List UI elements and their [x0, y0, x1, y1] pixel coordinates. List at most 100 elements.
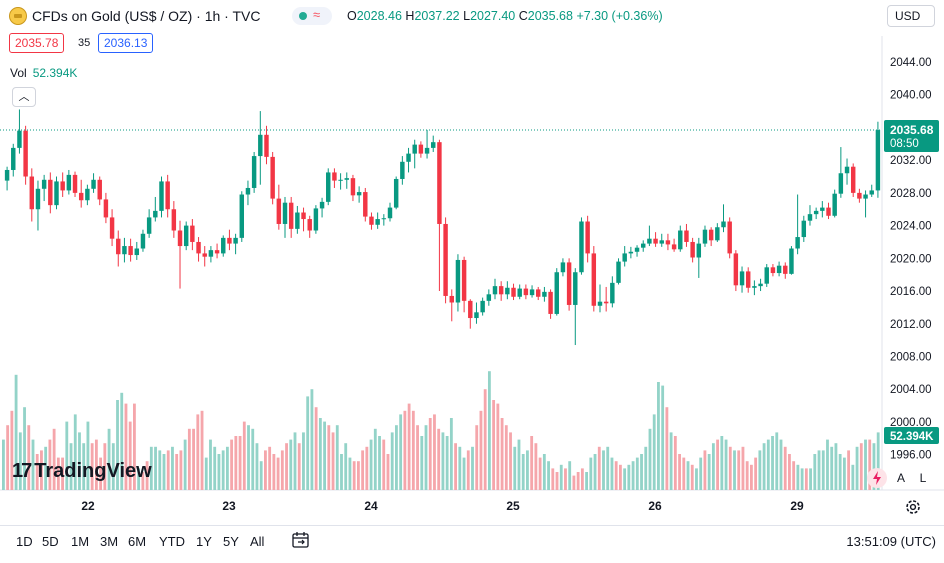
utc-clock[interactable]: 13:51:09 (UTC) — [846, 534, 936, 549]
sell-price-button[interactable]: 2035.78 — [9, 33, 65, 53]
volume-bar — [225, 446, 229, 490]
candle-body — [486, 294, 492, 301]
symbol-title[interactable]: CFDs on Gold (US$ / OZ) · 1h · TVC — [32, 8, 261, 24]
volume-bar — [538, 457, 542, 490]
volume-bar — [217, 454, 221, 490]
volume-bar — [745, 461, 749, 490]
candle-body — [616, 261, 621, 283]
volume-bar — [724, 439, 728, 490]
volume-bar — [551, 468, 555, 490]
candle-body — [78, 192, 84, 201]
price-tick-label: 1996.00 — [890, 450, 932, 462]
period-button-3m[interactable]: 3M — [100, 534, 119, 549]
volume-bar — [526, 450, 529, 490]
candle-body — [826, 207, 831, 216]
volume-bar — [183, 439, 187, 490]
volume-bar — [133, 403, 136, 490]
candle-body — [863, 194, 868, 199]
volume-bar — [99, 457, 103, 490]
candle-body — [492, 286, 498, 295]
volume-bar — [618, 464, 622, 490]
candle-body — [684, 230, 689, 242]
volume-tag-label: 52.394K — [890, 431, 934, 443]
volume-value: 52.394K — [32, 66, 78, 80]
auto-scale-button[interactable]: A — [896, 471, 905, 485]
candle-body — [622, 253, 627, 262]
period-button-1d[interactable]: 1D — [16, 534, 33, 549]
volume-bar — [711, 443, 715, 490]
volume-bar — [572, 475, 576, 490]
gear-icon[interactable] — [904, 498, 922, 516]
currency-select[interactable]: USD — [887, 5, 935, 27]
candle-body — [165, 181, 170, 210]
volume-bar — [149, 446, 153, 490]
collapse-legend-button[interactable]: ︿ — [12, 87, 36, 107]
volume-bar — [737, 450, 741, 490]
candle-body — [838, 173, 844, 194]
candle-body — [122, 246, 127, 255]
candle-body — [579, 221, 584, 273]
volume-bar — [302, 432, 305, 490]
calendar-goto-icon[interactable] — [291, 531, 311, 549]
volume-bar — [695, 468, 698, 490]
volume-bar — [348, 457, 352, 490]
volume-bar — [145, 461, 149, 490]
candle-body — [29, 176, 35, 210]
volume-bar — [686, 461, 690, 490]
tradingview-logo[interactable]: 17 TradingView — [12, 460, 152, 482]
volume-bar — [171, 446, 174, 490]
volume-bar — [834, 443, 838, 490]
volume-bar — [344, 443, 348, 490]
flash-icon[interactable] — [866, 467, 888, 489]
period-button-1m[interactable]: 1M — [71, 534, 90, 549]
volume-bar — [500, 418, 504, 490]
candle-body — [307, 219, 312, 231]
candle-body — [301, 212, 306, 220]
candle-body — [764, 267, 769, 284]
period-button-1y[interactable]: 1Y — [196, 534, 212, 549]
volume-bar — [842, 457, 846, 490]
period-button-all[interactable]: All — [250, 534, 265, 549]
period-button-5y[interactable]: 5Y — [223, 534, 239, 549]
market-status-pill[interactable]: ≈ — [292, 7, 332, 25]
time-tick-label: 29 — [790, 499, 804, 513]
candle-body — [431, 142, 436, 148]
volume-bar — [390, 432, 394, 490]
volume-bar — [783, 446, 787, 490]
volume-bar — [428, 418, 432, 490]
candle-body — [708, 229, 714, 241]
candle-body — [474, 312, 479, 319]
period-button-ytd[interactable]: YTD — [159, 534, 185, 549]
candle-body — [721, 221, 726, 228]
volume-bar — [868, 439, 872, 490]
candle-body — [128, 246, 133, 256]
candle-body — [542, 291, 547, 297]
candle-body — [844, 166, 850, 174]
volume-bar — [289, 439, 293, 490]
volume-bar — [213, 446, 217, 490]
candle-body — [72, 174, 78, 193]
candle-body — [801, 220, 807, 238]
volume-bar — [487, 371, 491, 490]
price-tick-label: 2020.00 — [890, 253, 932, 265]
spread-value: 35 — [78, 37, 91, 49]
volume-bar — [204, 457, 208, 490]
period-button-6m[interactable]: 6M — [128, 534, 147, 549]
buy-price-button[interactable]: 2036.13 — [98, 33, 154, 53]
log-scale-button[interactable]: L — [919, 471, 927, 485]
volume-bar — [386, 454, 390, 490]
candle-body — [239, 194, 245, 238]
price-tick-label: 2024.00 — [890, 221, 932, 233]
candle-body — [103, 199, 109, 218]
candle-body — [480, 300, 485, 313]
price-chart[interactable]: 2044.002040.002036.002032.002028.002024.… — [0, 36, 944, 521]
volume-bar — [614, 461, 618, 490]
volume-bar — [331, 432, 335, 490]
time-tick-label: 25 — [506, 499, 520, 513]
volume-bar — [352, 461, 356, 490]
volume-bar — [268, 446, 272, 490]
candle-body — [597, 301, 603, 306]
period-button-5d[interactable]: 5D — [42, 534, 59, 549]
volume-bar — [657, 382, 660, 490]
candle-body — [54, 181, 59, 206]
